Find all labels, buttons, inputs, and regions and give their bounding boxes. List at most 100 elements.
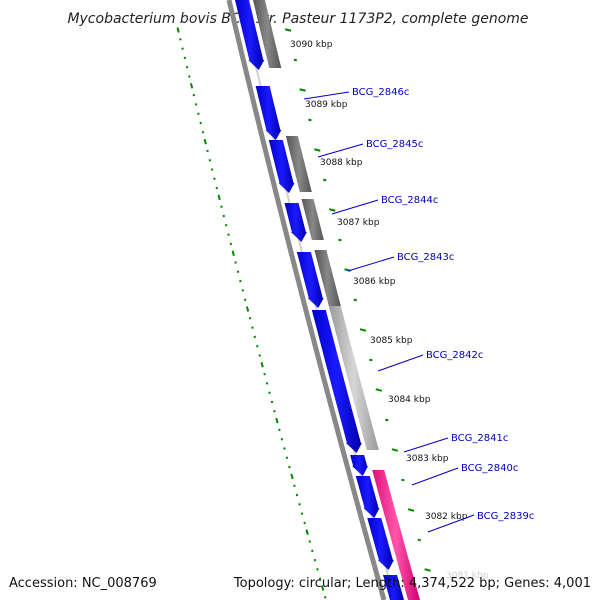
ruler-tick	[239, 279, 242, 283]
ruler-tick	[316, 568, 319, 571]
ruler-tick	[215, 186, 219, 190]
ruler-tick	[268, 391, 271, 394]
gene-arrow	[367, 518, 394, 570]
ruler-tick	[303, 521, 306, 525]
feature-bar	[372, 470, 420, 600]
ruler-tick	[251, 326, 254, 329]
ruler-tick	[278, 428, 281, 432]
kbp-label: 3081 kbp	[446, 571, 489, 581]
kbp-label: 3089 kbp	[305, 100, 348, 110]
kbp-labels: 3090 kbp 3089 kbp 3088 kbp 3087 kbp 3086…	[290, 40, 489, 581]
gene-arrow	[284, 203, 307, 242]
inner-tick	[353, 298, 358, 302]
feature-bar	[285, 136, 312, 192]
gene-label: BCG_2842c	[426, 350, 483, 361]
ruler-tick	[293, 484, 296, 487]
ruler-tick	[288, 465, 291, 469]
ruler-tick	[320, 585, 325, 591]
ruler-tick	[283, 447, 286, 450]
ruler-tick	[280, 437, 284, 441]
accession-text: Accession: NC_008769	[9, 576, 157, 591]
ruler-tick	[231, 250, 235, 256]
inner-tick	[391, 448, 399, 452]
ruler-tick	[305, 529, 309, 535]
gene-arrow	[268, 140, 295, 193]
kbp-label: 3087 kbp	[337, 218, 380, 228]
gene-arrow	[350, 455, 369, 476]
gene-label: BCG_2841c	[451, 433, 508, 444]
inner-tick	[407, 508, 415, 512]
inner-tick	[284, 28, 292, 32]
ruler-tick	[224, 224, 228, 227]
gene-label: BCG_2839c	[477, 511, 534, 522]
ruler-tick	[300, 512, 304, 515]
kbp-label: 3088 kbp	[320, 158, 363, 168]
ruler-tick	[234, 261, 237, 264]
inner-tick	[401, 478, 405, 482]
ruler-tick	[318, 577, 322, 580]
feature-bar	[314, 250, 341, 306]
ruler-tick	[253, 335, 257, 339]
ruler-tick	[220, 205, 223, 208]
map-title: Mycobacterium bovis BCG str. Pasteur 117…	[67, 11, 528, 27]
inner-tick	[323, 178, 327, 182]
inner-tick	[424, 568, 431, 572]
ruler-tick	[241, 289, 244, 292]
ruler-tick	[324, 596, 327, 599]
ruler-tick	[245, 306, 250, 312]
ruler-tick	[236, 270, 240, 274]
ruler-tick	[273, 410, 276, 413]
ruler-tick	[248, 317, 252, 320]
gene-labels: BCG_2846c BCG_2845c BCG_2844c BCG_2843c …	[303, 87, 534, 533]
ruler-tick	[227, 233, 230, 236]
feature-bar	[301, 199, 324, 240]
gene-arrow	[255, 86, 282, 140]
gene-label: BCG_2846c	[352, 87, 409, 98]
inner-tick	[385, 418, 389, 422]
gene-arrow	[235, 0, 265, 70]
ruler-tick	[189, 83, 194, 89]
gene-label: BCG_2844c	[381, 195, 438, 206]
inner-tick	[293, 58, 298, 62]
gene-arrow	[311, 310, 362, 453]
ruler-tick	[258, 354, 261, 357]
ruler-tick	[256, 344, 259, 348]
inner-tick	[329, 208, 336, 212]
gene-arrow	[296, 252, 324, 308]
inner-tick	[369, 358, 373, 362]
ruler-tick	[313, 558, 317, 562]
inner-tick-ruler	[284, 28, 431, 572]
ruler-tick	[275, 417, 279, 424]
ruler-tick	[243, 298, 247, 301]
ruler-tick	[308, 540, 311, 543]
kbp-label: 3086 kbp	[353, 277, 396, 287]
kbp-label: 3085 kbp	[370, 336, 413, 346]
inner-tick	[338, 238, 342, 242]
ruler-tick	[222, 214, 226, 218]
kbp-label: 3090 kbp	[290, 40, 333, 50]
ruler-tick	[285, 456, 289, 460]
feature-bar	[253, 0, 282, 68]
inner-tick	[375, 388, 383, 392]
gene-arrow	[355, 476, 380, 518]
gene-label: BCG_2845c	[366, 139, 423, 150]
ruler-tick	[290, 473, 294, 480]
kbp-label: 3082 kbp	[425, 512, 468, 522]
ruler-tick	[263, 372, 266, 376]
ruler-tick	[270, 400, 274, 404]
gene-label: BCG_2840c	[461, 463, 518, 474]
inner-tick	[314, 148, 321, 152]
ruler-tick	[311, 549, 314, 553]
ruler-tick	[203, 138, 207, 145]
inner-tick	[299, 88, 306, 92]
ruler-tick	[260, 362, 264, 368]
gene-label: BCG_2843c	[397, 252, 454, 263]
outer-tick-ruler	[176, 27, 327, 599]
ruler-tick	[295, 493, 299, 497]
inner-tick	[359, 328, 367, 332]
ruler-tick	[217, 194, 221, 201]
gene-features	[235, 0, 420, 600]
ruler-tick	[265, 382, 269, 385]
inner-tick	[417, 538, 422, 542]
